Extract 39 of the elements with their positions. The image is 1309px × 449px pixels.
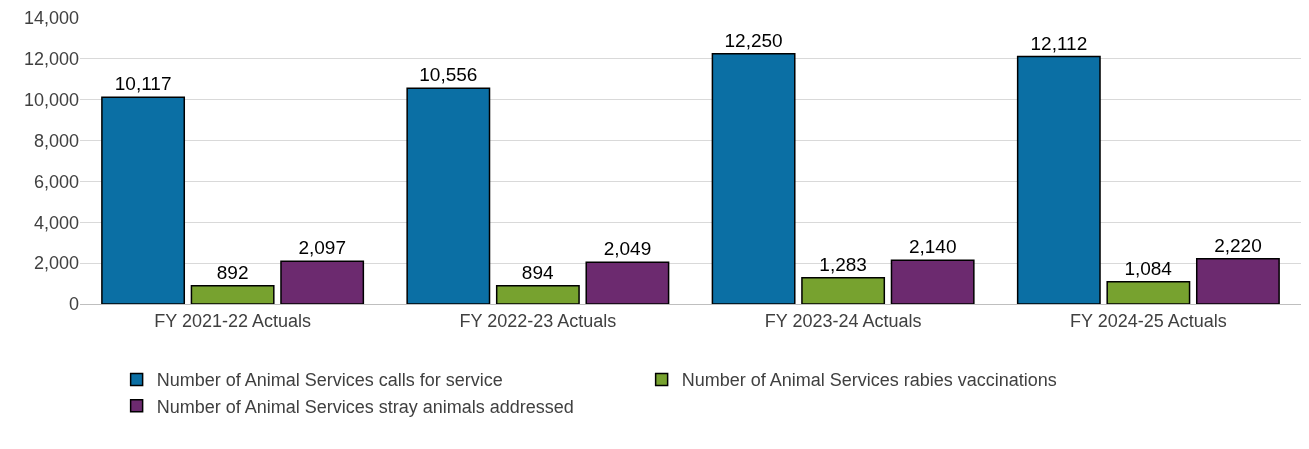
- y-tick-label: 14,000: [23, 8, 79, 29]
- data-label: 2,220: [1214, 234, 1262, 256]
- legend-label: Number of Animal Services rabies vaccinations: [681, 370, 1057, 391]
- data-label: 2,140: [908, 236, 957, 258]
- data-label: 10,117: [114, 73, 172, 95]
- data-label: 894: [521, 261, 554, 283]
- bar: [585, 261, 670, 304]
- y-tick-label: 0: [68, 294, 79, 315]
- data-label: 2,097: [298, 237, 346, 259]
- x-tick-label: FY 2021-22 Actuals: [154, 310, 312, 331]
- x-tick-label: FY 2024-25 Actuals: [1069, 310, 1227, 331]
- bar: [1106, 281, 1191, 304]
- bar: [1016, 55, 1101, 304]
- data-label: 1,283: [819, 253, 867, 275]
- y-tick-label: 8,000: [33, 130, 79, 151]
- data-label: 1,084: [1124, 257, 1173, 279]
- legend-label: Number of Animal Services stray animals addressed: [156, 396, 574, 417]
- bar: [406, 87, 491, 304]
- legend-label: Number of Animal Services calls for service: [156, 370, 503, 391]
- bar: [190, 285, 275, 304]
- y-tick-label: 2,000: [33, 253, 79, 274]
- y-tick-label: 6,000: [33, 171, 79, 192]
- y-tick-label: 4,000: [33, 212, 79, 233]
- bar: [1195, 257, 1280, 304]
- bar: [280, 260, 365, 304]
- x-tick-label: FY 2023-24 Actuals: [764, 310, 922, 331]
- data-label: 12,250: [724, 29, 783, 51]
- data-label: 892: [216, 261, 249, 283]
- bar: [101, 96, 186, 304]
- data-label: 12,112: [1030, 32, 1088, 54]
- bar: [890, 259, 975, 304]
- data-label: 10,556: [419, 64, 478, 86]
- y-tick-label: 12,000: [23, 49, 79, 70]
- data-label: 2,049: [603, 238, 652, 260]
- bar: [801, 277, 886, 304]
- bar: [495, 284, 580, 304]
- x-tick-label: FY 2022-23 Actuals: [459, 310, 617, 331]
- y-tick-label: 10,000: [23, 90, 79, 111]
- bar: [711, 53, 796, 304]
